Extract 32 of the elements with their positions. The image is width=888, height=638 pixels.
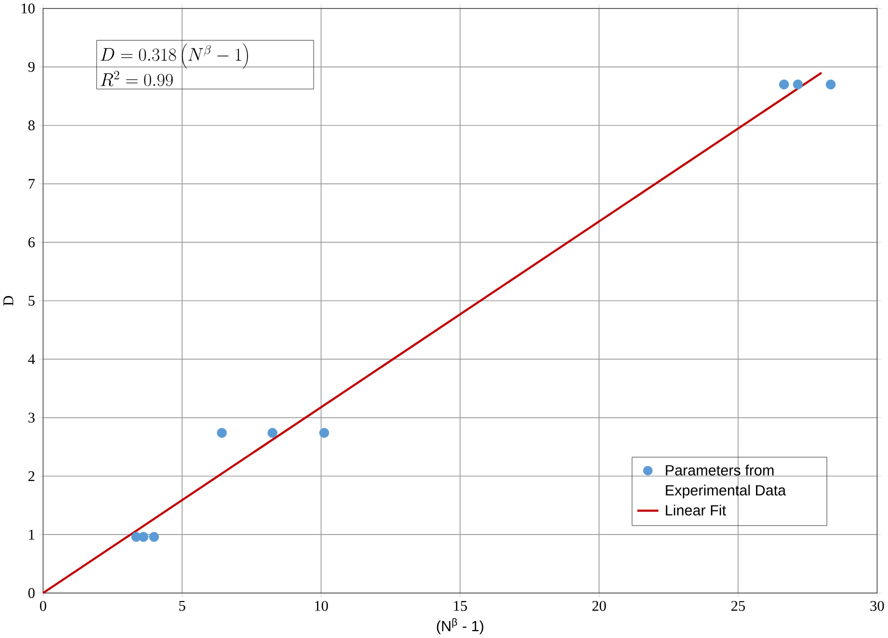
x-tick-label: 5: [179, 601, 186, 611]
y-tick-label: 7: [28, 179, 35, 189]
point: [268, 428, 278, 438]
y-tick-label: 1: [29, 530, 34, 540]
annotation: $D = 0.318\left(N^{\beta} - 1\right)$: [100, 44, 248, 69]
y-tick-label: 8: [28, 120, 35, 131]
x-tick-label: 10: [315, 601, 328, 612]
y-tick-label: 5: [28, 296, 35, 306]
y-tick-label: 2: [28, 471, 34, 482]
x-tick-label: 0: [40, 601, 46, 612]
legend-label: Parameters from Experimental Data: [666, 464, 786, 499]
x-tick-label: 25: [731, 601, 745, 612]
point: [138, 532, 148, 542]
y-tick-label: 4: [28, 354, 35, 364]
y-tick-label: 9: [28, 62, 35, 72]
y-tick-label: 0: [28, 588, 35, 598]
x-tick-label: 20: [592, 601, 606, 612]
y-axis-title: D: [4, 296, 14, 306]
y-tick-label: 3: [28, 412, 35, 423]
point: [792, 80, 803, 90]
point: [149, 532, 159, 542]
annotation: $R^{2} = 0.99$: [100, 71, 173, 86]
point: [216, 428, 227, 438]
x-tick-label: 15: [454, 601, 467, 611]
x-axis-title: (N$^{β}$ - 1): [436, 618, 484, 634]
point: [779, 80, 789, 90]
y-tick-label: 6: [28, 238, 35, 248]
point: [319, 428, 330, 438]
point: [826, 80, 836, 90]
x-tick-label: 30: [870, 601, 884, 612]
legend-label: Linear Fit: [666, 504, 726, 516]
y-tick-label: 10: [22, 4, 35, 14]
